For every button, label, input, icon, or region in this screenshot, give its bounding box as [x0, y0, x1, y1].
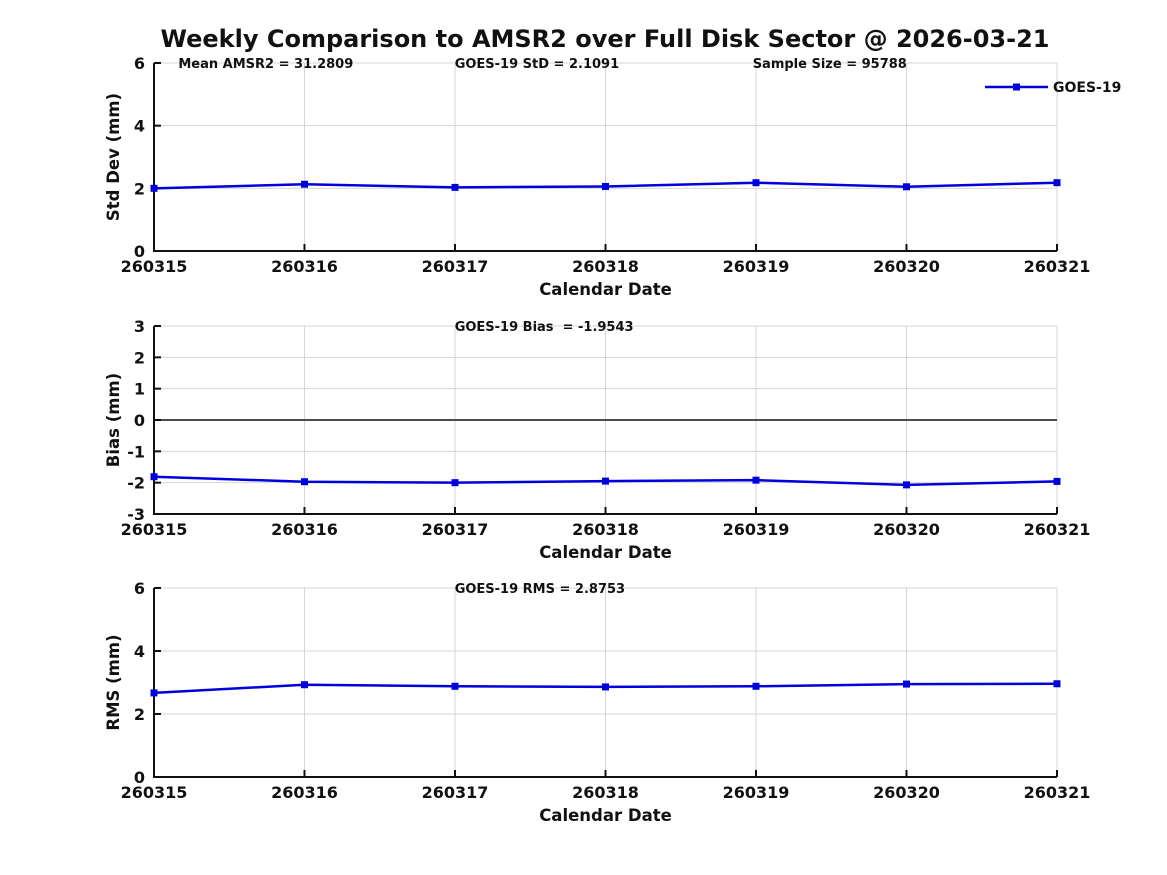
x-tick-label: 260318 — [572, 783, 639, 802]
x-tick-label: 260321 — [1024, 783, 1091, 802]
y-tick-label: 0 — [134, 411, 145, 430]
y-tick-label: 6 — [134, 54, 145, 73]
subplot-annotation: Mean AMSR2 = 31.2809 — [178, 57, 353, 72]
x-tick-label: 260320 — [873, 520, 940, 539]
y-tick-label: 0 — [134, 242, 145, 261]
x-tick-label: 260321 — [1024, 520, 1091, 539]
subplot-rms: 0 2 4 6 260315 260316 260317 260318 260319 260320… — [104, 579, 1090, 825]
data-point-marker — [150, 473, 158, 481]
x-tick-label: 260317 — [422, 783, 489, 802]
x-tick-label: 260317 — [422, 520, 489, 539]
x-tick-label: 260316 — [271, 520, 338, 539]
x-axis-label: Calendar Date — [539, 806, 672, 825]
legend-label: GOES-19 — [1053, 80, 1121, 96]
data-point-marker — [1053, 477, 1061, 485]
y-tick-label: 4 — [134, 117, 145, 136]
data-point-marker — [602, 683, 609, 691]
data-point-marker — [752, 476, 760, 484]
x-tick-label: 260315 — [121, 783, 188, 802]
data-point-marker — [903, 680, 910, 688]
data-point-marker — [301, 180, 308, 188]
data-point-marker — [150, 184, 158, 192]
x-axis-label: Calendar Date — [539, 543, 672, 562]
data-point-marker — [451, 479, 459, 487]
data-point-marker — [451, 183, 459, 191]
x-axis-label: Calendar Date — [539, 280, 672, 299]
data-point-marker — [602, 182, 609, 190]
data-point-marker — [602, 477, 609, 485]
y-axis-label: RMS (mm) — [104, 634, 123, 730]
y-tick-label: 6 — [134, 579, 145, 598]
legend-marker — [1013, 83, 1020, 91]
data-point-marker — [1053, 680, 1061, 688]
subplot-bias: -3 -2 -1 0 1 2 3 260315 260316 260317 260318 260319… — [104, 317, 1090, 562]
subplot-annotation: Sample Size = 95788 — [753, 57, 907, 72]
subplot-annotation: GOES-19 StD = 2.1091 — [455, 57, 619, 72]
y-axis-label: Std Dev (mm) — [104, 93, 123, 221]
y-tick-label: 0 — [134, 768, 145, 787]
data-point-marker — [752, 682, 760, 690]
x-tick-label: 260317 — [422, 257, 489, 276]
subplot-annotation: GOES-19 RMS = 2.8753 — [455, 582, 625, 597]
data-point-marker — [903, 183, 910, 191]
figure-title: Weekly Comparison to AMSR2 over Full Dis… — [161, 25, 1050, 53]
data-point-marker — [903, 481, 910, 489]
y-tick-label: 3 — [134, 317, 145, 336]
x-tick-label: 260321 — [1024, 257, 1091, 276]
y-tick-label: -1 — [127, 442, 145, 461]
y-tick-label: 4 — [134, 642, 145, 661]
x-tick-label: 260316 — [271, 783, 338, 802]
x-tick-label: 260320 — [873, 257, 940, 276]
x-tick-label: 260319 — [723, 257, 790, 276]
data-point-marker — [301, 478, 308, 486]
x-tick-label: 260318 — [572, 520, 639, 539]
x-tick-label: 260315 — [121, 520, 188, 539]
x-tick-label: 260318 — [572, 257, 639, 276]
x-tick-label: 260319 — [723, 520, 790, 539]
x-tick-label: 260315 — [121, 257, 188, 276]
y-tick-label: 1 — [134, 380, 145, 399]
x-tick-label: 260320 — [873, 783, 940, 802]
x-tick-label: 260319 — [723, 783, 790, 802]
data-point-marker — [451, 682, 459, 690]
data-point-marker — [752, 179, 760, 187]
legend: GOES-19 — [985, 80, 1121, 96]
data-point-marker — [1053, 179, 1061, 187]
subplot-std-dev: 0 2 4 6 260315 260316 260317 260318 260319 260320… — [104, 54, 1090, 299]
y-tick-label: 2 — [134, 705, 145, 724]
data-point-marker — [301, 681, 308, 689]
x-tick-label: 260316 — [271, 257, 338, 276]
y-tick-label: -2 — [127, 474, 145, 493]
data-point-marker — [150, 689, 158, 697]
subplot-annotation: GOES-19 Bias = -1.9543 — [455, 320, 634, 335]
y-tick-label: 2 — [134, 179, 145, 198]
y-tick-label: 2 — [134, 348, 145, 367]
legend-swatch — [985, 83, 1048, 91]
y-tick-label: -3 — [127, 505, 145, 524]
y-axis-label: Bias (mm) — [104, 373, 123, 467]
